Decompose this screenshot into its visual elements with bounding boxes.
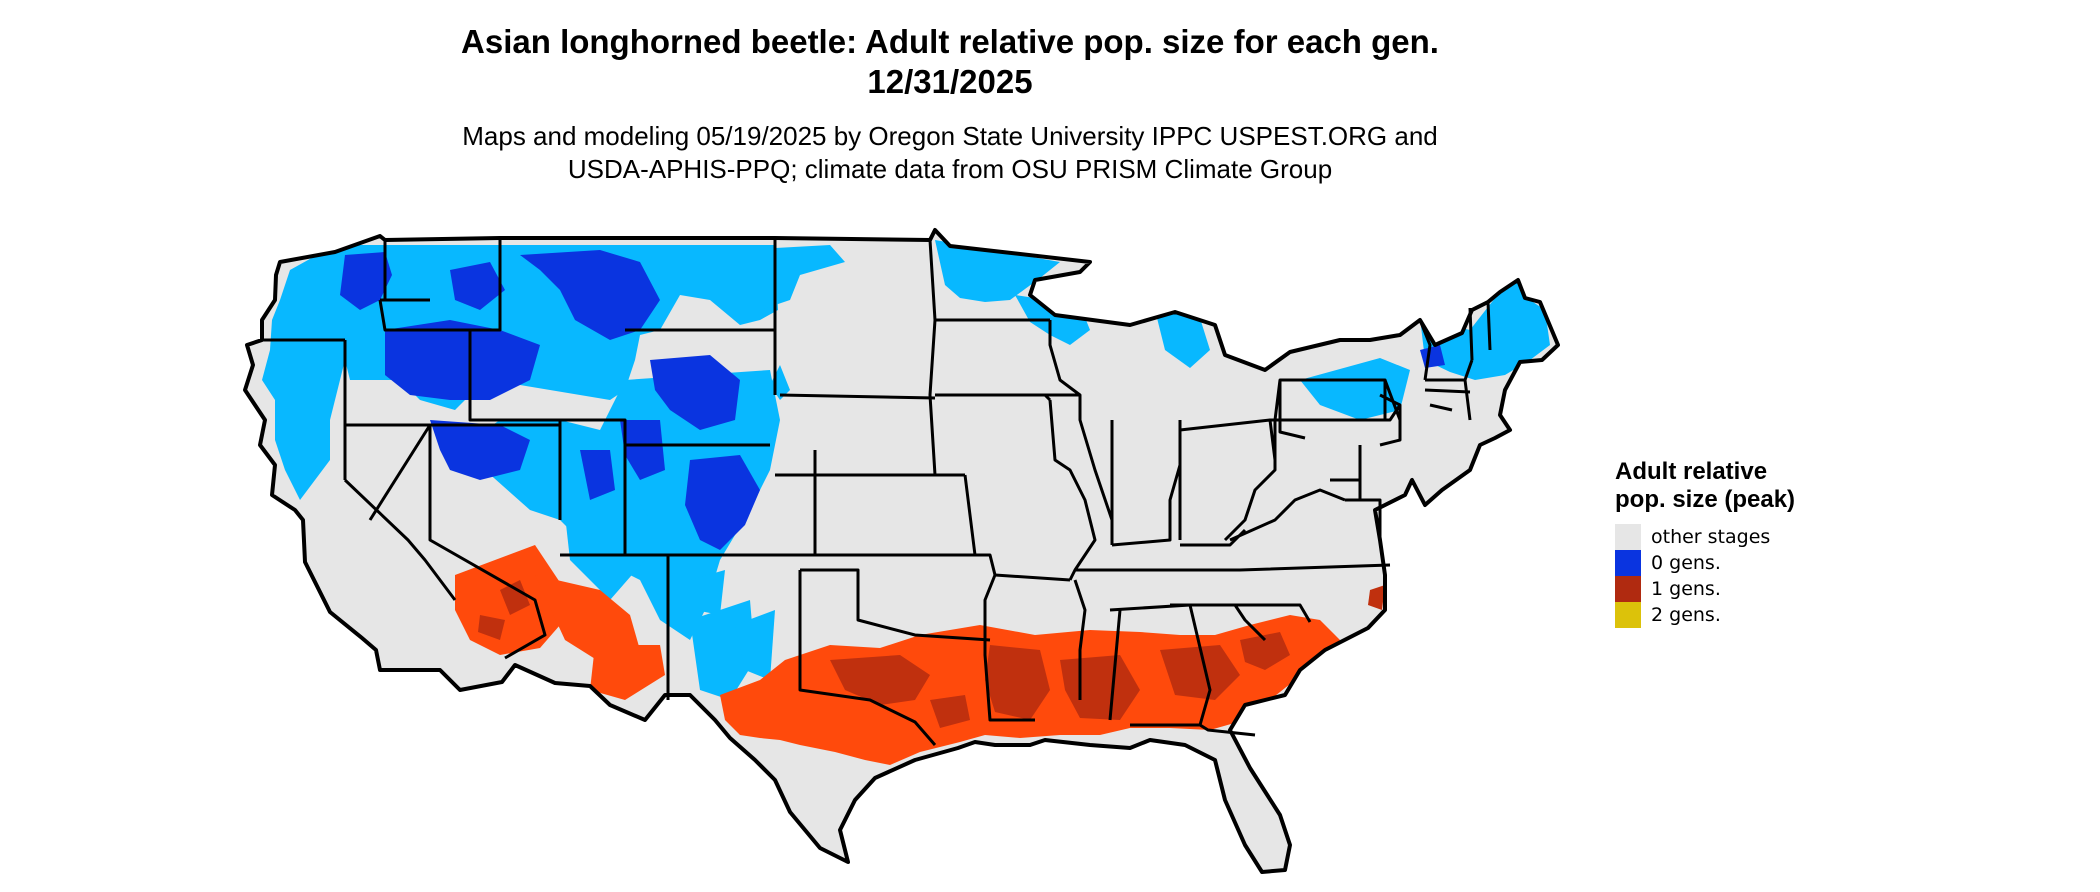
map-title: Asian longhorned beetle: Adult relative … [0, 22, 1900, 102]
legend-title: Adult relative pop. size (peak) [1615, 458, 1796, 513]
legend-swatch [1615, 550, 1641, 576]
legend-swatch [1615, 576, 1641, 602]
gen-zones [262, 240, 1550, 765]
legend-label: other stages [1651, 526, 1771, 548]
title-block: Asian longhorned beetle: Adult relative … [0, 22, 1900, 186]
one-gen-dark-zones [478, 580, 1385, 728]
subtitle-line-1: Maps and modeling 05/19/2025 by Oregon S… [462, 121, 1438, 151]
map-subtitle: Maps and modeling 05/19/2025 by Oregon S… [0, 120, 1900, 186]
title-line-2: 12/31/2025 [867, 63, 1033, 100]
legend-item: 1 gens. [1615, 576, 1875, 602]
legend-swatch [1615, 602, 1641, 628]
legend-item: 0 gens. [1615, 550, 1875, 576]
subtitle-line-2: USDA-APHIS-PPQ; climate data from OSU PR… [567, 154, 1333, 184]
legend-swatch [1615, 524, 1641, 550]
legend: Adult relative pop. size (peak) other st… [1615, 458, 1875, 628]
title-line-1: Asian longhorned beetle: Adult relative … [461, 23, 1439, 60]
legend-label: 0 gens. [1651, 552, 1721, 574]
legend-item: 2 gens. [1615, 602, 1875, 628]
zero-gen-dark-zones [340, 250, 1445, 550]
legend-items: other stages 0 gens. 1 gens. 2 gens. [1615, 524, 1875, 628]
legend-label: 2 gens. [1651, 604, 1721, 626]
legend-item: other stages [1615, 524, 1875, 550]
legend-label: 1 gens. [1651, 578, 1721, 600]
